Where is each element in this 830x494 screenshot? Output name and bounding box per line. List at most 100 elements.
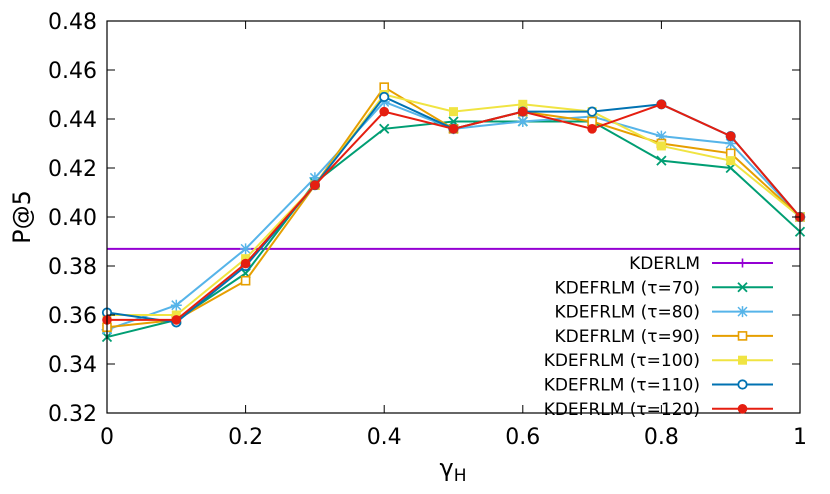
point-marker bbox=[379, 82, 390, 92]
data-point bbox=[586, 106, 598, 117]
data-point bbox=[725, 131, 736, 141]
point-marker bbox=[656, 141, 666, 151]
x-tick-label: 0.4 bbox=[367, 425, 402, 450]
legend-swatch-marker bbox=[737, 404, 748, 414]
y-tick-label: 0.44 bbox=[48, 108, 97, 133]
legend-entry: KDEFRLM (τ=120) bbox=[544, 400, 773, 420]
legend-entry: KDEFRLM (τ=100) bbox=[544, 351, 773, 371]
data-point bbox=[171, 310, 181, 320]
data-point bbox=[517, 115, 529, 127]
y-tick-label: 0.48 bbox=[48, 10, 97, 35]
point-marker bbox=[656, 155, 667, 166]
data-point bbox=[241, 254, 251, 264]
legend-entry: KDERLM bbox=[629, 254, 773, 274]
legend-swatch-marker bbox=[738, 258, 747, 268]
y-tick-label: 0.32 bbox=[48, 402, 97, 427]
x-axis-title-subscript: H bbox=[454, 466, 467, 486]
data-point bbox=[240, 275, 251, 286]
x-tick-label: 1 bbox=[793, 425, 807, 450]
x-tick-label: 0.8 bbox=[644, 425, 679, 450]
point-marker bbox=[240, 275, 251, 286]
legend-label: KDEFRLM (τ=70) bbox=[555, 278, 701, 298]
data-point bbox=[518, 99, 528, 109]
point-marker bbox=[738, 355, 747, 365]
x-tick-label: 0 bbox=[100, 425, 114, 450]
point-marker bbox=[449, 107, 458, 117]
data-point bbox=[171, 315, 182, 325]
data-point bbox=[379, 106, 390, 117]
legend-label: KDEFRLM (τ=100) bbox=[544, 351, 700, 371]
legend-swatch-marker bbox=[737, 306, 748, 318]
point-marker bbox=[737, 404, 748, 414]
point-marker bbox=[517, 115, 529, 127]
data-point bbox=[726, 156, 736, 166]
point-marker bbox=[737, 282, 748, 293]
data-point bbox=[310, 180, 320, 190]
point-marker bbox=[587, 124, 597, 134]
point-marker bbox=[240, 243, 252, 255]
legend-label: KDEFRLM (τ=120) bbox=[544, 400, 700, 420]
data-point bbox=[170, 299, 182, 311]
point-marker bbox=[518, 106, 528, 117]
x-tick-label: 0.6 bbox=[505, 425, 540, 450]
legend-swatch-marker bbox=[737, 379, 748, 390]
legend-swatch-marker bbox=[737, 282, 748, 293]
y-tick-label: 0.34 bbox=[48, 353, 97, 378]
point-marker bbox=[448, 124, 459, 134]
data-point bbox=[725, 148, 736, 159]
data-point bbox=[448, 124, 459, 134]
point-marker bbox=[737, 379, 748, 390]
legend-label: KDERLM bbox=[629, 254, 700, 274]
data-point bbox=[309, 172, 321, 184]
x-tick-label: 0.2 bbox=[228, 425, 263, 450]
point-marker bbox=[171, 310, 181, 320]
y-tick-label: 0.46 bbox=[48, 59, 97, 84]
point-marker bbox=[518, 99, 528, 109]
legend: KDERLM KDEFRLM (τ=70) KDEFRLM (τ=80) KDEFRL… bbox=[544, 254, 773, 420]
point-marker bbox=[309, 172, 321, 184]
legend-label: KDEFRLM (τ=90) bbox=[555, 327, 701, 347]
point-marker bbox=[171, 315, 182, 325]
legend-label: KDEFRLM (τ=80) bbox=[555, 303, 701, 323]
legend-swatch-marker bbox=[737, 331, 748, 341]
legend-entry: KDEFRLM (τ=70) bbox=[555, 278, 773, 298]
data-point bbox=[587, 124, 597, 134]
point-marker bbox=[725, 148, 736, 159]
data-point bbox=[655, 130, 667, 142]
point-marker bbox=[379, 91, 390, 103]
point-marker bbox=[737, 331, 748, 341]
x-axis-title: γH bbox=[440, 454, 467, 486]
data-point bbox=[379, 123, 390, 134]
data-point bbox=[379, 82, 390, 92]
y-tick-label: 0.40 bbox=[48, 206, 97, 231]
data-point bbox=[449, 107, 458, 117]
point-marker bbox=[726, 156, 736, 166]
legend-swatch-marker bbox=[738, 355, 747, 365]
x-axis-title-main: γ bbox=[440, 454, 454, 482]
point-marker bbox=[240, 258, 251, 269]
legend-entry: KDEFRLM (τ=90) bbox=[555, 327, 773, 347]
point-marker bbox=[241, 254, 251, 264]
legend-label: KDEFRLM (τ=110) bbox=[544, 376, 700, 396]
y-tick-label: 0.36 bbox=[48, 304, 97, 329]
point-marker bbox=[737, 306, 748, 318]
y-tick-label: 0.42 bbox=[48, 157, 97, 182]
point-marker bbox=[379, 123, 390, 134]
point-marker bbox=[310, 180, 320, 190]
point-marker bbox=[656, 99, 667, 110]
data-point bbox=[379, 91, 390, 103]
series-6 bbox=[102, 99, 805, 325]
point-marker bbox=[725, 138, 737, 149]
point-marker bbox=[655, 130, 667, 142]
point-marker bbox=[170, 299, 182, 311]
point-marker bbox=[738, 258, 747, 268]
point-marker bbox=[725, 131, 736, 141]
data-point bbox=[518, 106, 528, 117]
legend-entry: KDEFRLM (τ=80) bbox=[555, 303, 773, 323]
legend-entry: KDEFRLM (τ=110) bbox=[544, 376, 773, 396]
point-marker bbox=[379, 106, 390, 117]
data-point bbox=[656, 99, 667, 110]
data-point bbox=[656, 155, 667, 166]
ticks: 0.32 0.34 0.36 0.38 0.40 0.42 0.44 0.46 0.48 0 0.2… bbox=[48, 10, 807, 450]
